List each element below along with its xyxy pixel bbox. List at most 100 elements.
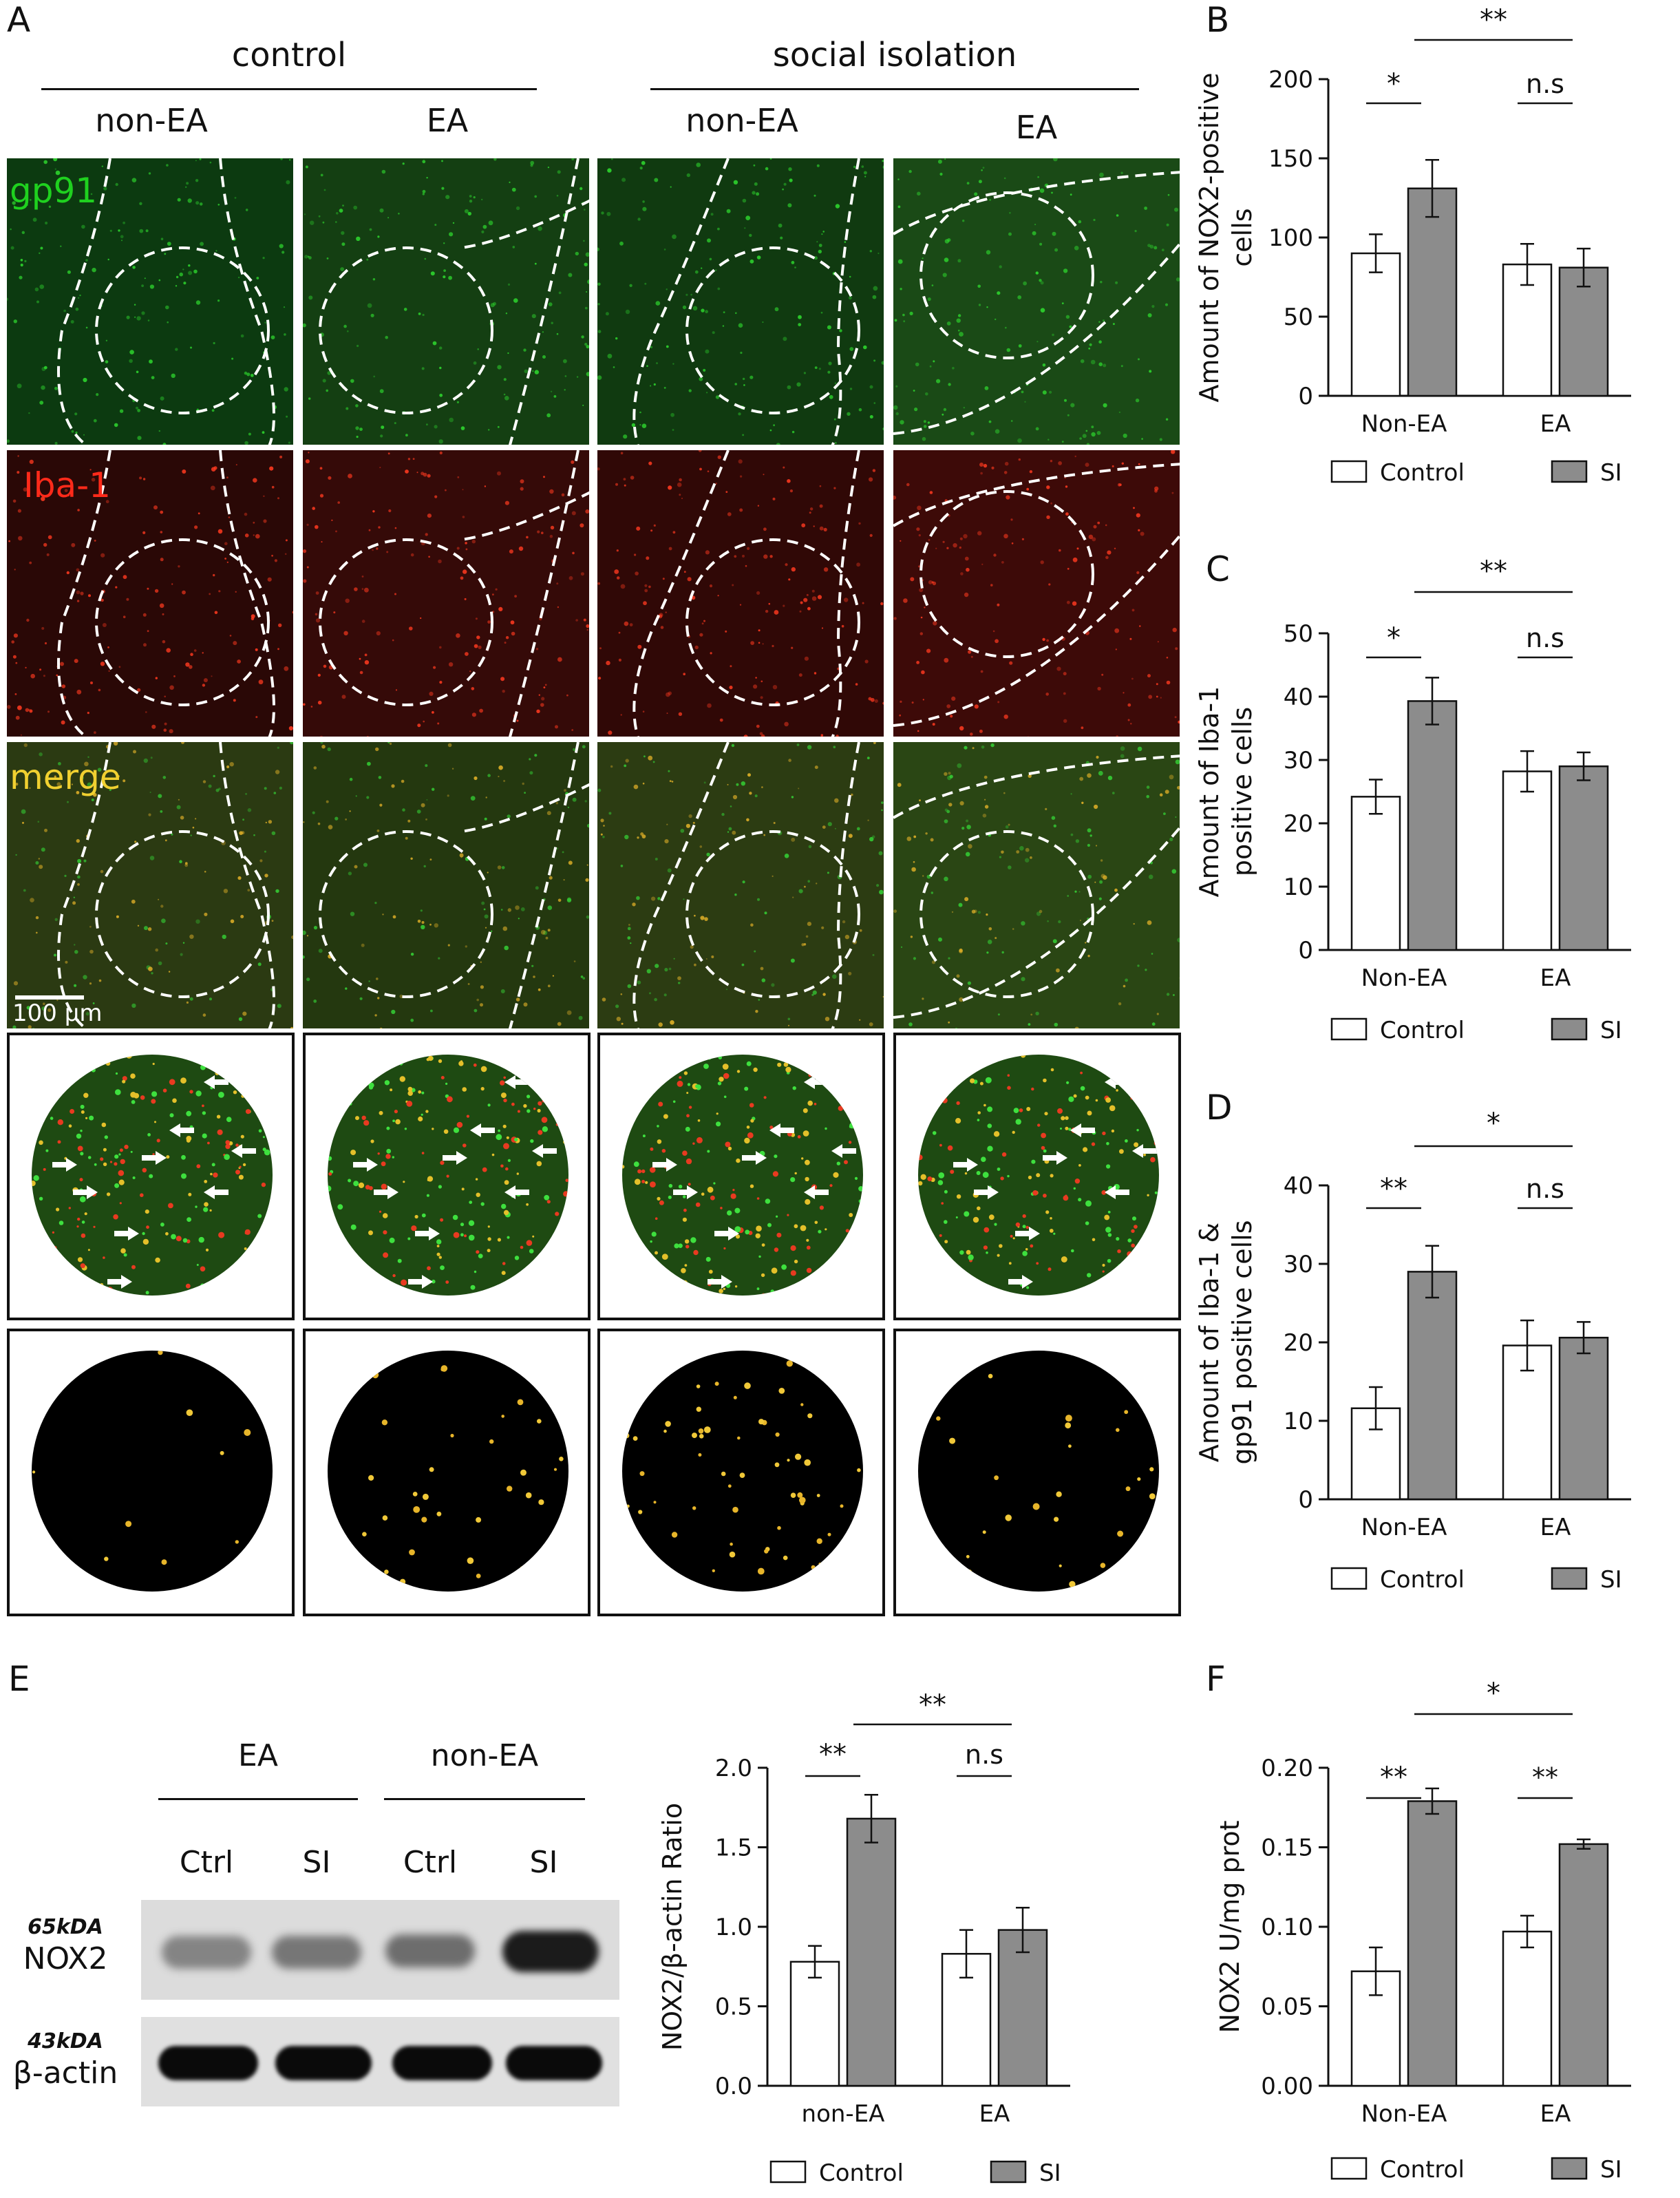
cell-speck	[822, 231, 825, 233]
region-boundary-line	[460, 158, 589, 445]
cell-speck	[310, 220, 315, 225]
legend-label-f-si: SI	[1600, 2156, 1622, 2184]
cell-speck	[897, 783, 902, 788]
cell-speck	[534, 195, 537, 198]
cell-speck	[167, 321, 169, 324]
cell-speck	[637, 218, 641, 221]
cell-speck	[970, 432, 975, 436]
cell-speck	[429, 691, 434, 696]
cell-speck	[402, 162, 405, 165]
cell-speck	[443, 242, 445, 244]
cell-speck	[154, 1121, 156, 1123]
cell-speck	[310, 706, 313, 708]
cell-speck	[922, 997, 924, 1000]
cell-speck	[1145, 969, 1147, 971]
cell-speck	[944, 657, 949, 663]
cell-speck	[925, 392, 928, 396]
cell-speck	[568, 273, 573, 277]
cell-speck	[732, 830, 736, 835]
cell-speck	[944, 158, 946, 160]
cell-speck	[571, 511, 576, 516]
cell-speck	[881, 801, 884, 804]
cell-speck	[217, 529, 223, 534]
cell-speck	[603, 825, 605, 827]
cell-speck	[456, 633, 460, 638]
cell-speck	[869, 533, 873, 537]
cell-speck	[1166, 993, 1170, 996]
cell-speck	[207, 1141, 210, 1145]
cell-speck	[663, 249, 666, 251]
cell-speck	[1175, 816, 1177, 818]
cell-speck	[739, 604, 742, 606]
cell-speck	[807, 606, 811, 611]
cell-speck	[507, 352, 509, 355]
cell-speck	[1026, 487, 1030, 491]
cell-speck	[977, 911, 981, 914]
cell-speck	[158, 279, 161, 282]
cell-speck	[264, 1149, 270, 1156]
cell-speck	[369, 228, 372, 231]
micrograph-gp91-1	[6, 157, 295, 446]
cell-speck	[315, 525, 319, 529]
cell-speck	[631, 423, 636, 427]
cell-speck	[944, 772, 948, 776]
cell-speck	[963, 533, 968, 539]
cell-speck	[1051, 816, 1056, 820]
cell-speck	[1098, 321, 1100, 323]
cell-speck	[481, 901, 485, 905]
cell-speck	[100, 662, 105, 666]
cell-speck	[378, 526, 381, 529]
cell-speck	[85, 259, 88, 262]
cell-speck	[1154, 486, 1159, 491]
cell-speck	[67, 494, 70, 497]
cell-speck	[979, 729, 983, 733]
cell-speck	[834, 827, 836, 829]
cell-speck	[643, 601, 647, 606]
cell-speck	[389, 742, 392, 746]
cell-speck	[515, 997, 520, 1002]
cell-speck	[1147, 920, 1152, 925]
cell-speck	[179, 860, 182, 863]
cell-speck	[598, 677, 602, 680]
y-axis-label-d: Amount of Iba-1 &	[1194, 1223, 1224, 1462]
cell-speck	[625, 309, 630, 315]
cell-speck	[726, 989, 727, 991]
cell-speck	[107, 646, 109, 648]
cell-speck	[119, 1202, 122, 1205]
cell-speck	[620, 584, 626, 589]
cell-speck	[939, 172, 943, 176]
cell-speck	[1127, 703, 1131, 707]
y-axis-label-c: Amount of Iba-1	[1194, 686, 1224, 898]
arrow-marker	[204, 1075, 228, 1089]
cell-speck	[542, 930, 548, 936]
cell-speck	[28, 1025, 32, 1028]
cell-speck	[15, 662, 18, 664]
cell-speck	[984, 805, 989, 809]
cell-speck	[639, 424, 641, 426]
cell-speck	[814, 256, 818, 260]
cell-speck	[791, 567, 796, 572]
cell-speck	[1120, 171, 1123, 174]
cell-speck	[441, 187, 445, 190]
cell-speck	[1029, 470, 1033, 474]
cell-speck	[616, 549, 619, 552]
cell-speck	[204, 1202, 209, 1207]
y-tick-label-e: 1.5	[715, 1835, 752, 1862]
cell-speck	[244, 1247, 247, 1250]
cell-speck	[700, 916, 705, 920]
cell-speck	[340, 267, 344, 271]
cell-speck	[1127, 719, 1130, 721]
cell-speck	[445, 489, 447, 492]
cell-speck	[995, 937, 997, 940]
cell-speck	[434, 224, 437, 226]
cell-speck	[816, 883, 818, 885]
cell-speck	[853, 165, 856, 169]
cell-speck	[14, 569, 16, 571]
cell-speck	[218, 1232, 225, 1238]
cell-speck	[1081, 801, 1084, 804]
cell-speck	[728, 827, 732, 831]
cell-speck	[447, 944, 450, 947]
cell-speck	[140, 1193, 144, 1197]
legend-label-e-si: SI	[1039, 2159, 1061, 2187]
cell-speck	[484, 485, 487, 487]
